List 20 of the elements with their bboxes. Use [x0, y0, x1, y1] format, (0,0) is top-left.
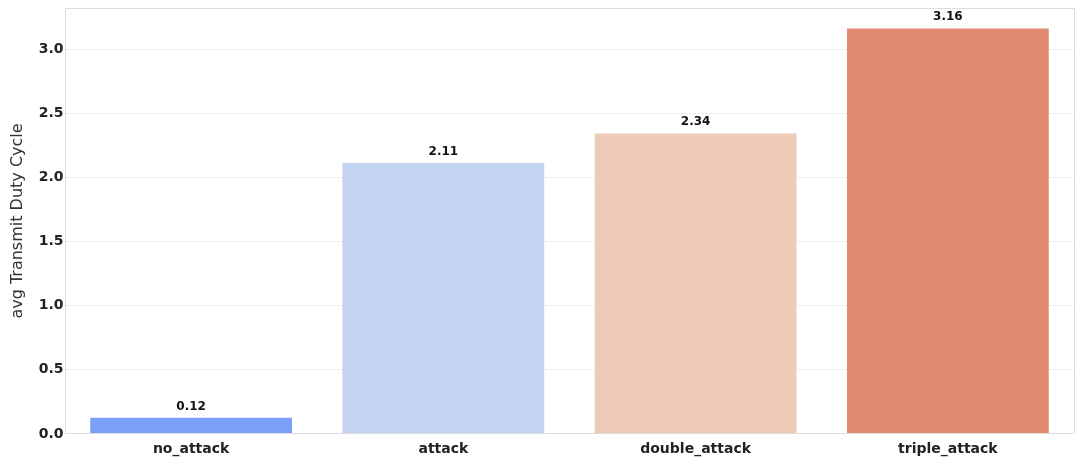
y-tick-label: 1.5	[38, 232, 64, 249]
bar	[90, 417, 293, 433]
y-axis-title: avg Transmit Duty Cycle	[6, 123, 26, 319]
bar	[594, 133, 797, 433]
y-tick-label: 0.5	[38, 360, 64, 377]
x-tick-label: triple_attack	[898, 439, 999, 457]
data-label: 3.16	[933, 9, 963, 24]
y-tick-label: 3.0	[38, 40, 64, 57]
y-tick-label: 0.0	[38, 424, 64, 441]
data-label: 0.12	[176, 398, 206, 413]
bar	[846, 28, 1049, 433]
bar	[342, 162, 545, 433]
data-label: 2.34	[680, 114, 711, 129]
y-tick-label: 2.5	[38, 104, 64, 121]
y-tick-label: 1.0	[38, 296, 64, 313]
x-tick-label: no_attack	[152, 439, 231, 457]
y-tick-label: 2.0	[38, 168, 64, 185]
x-tick-label: attack	[418, 439, 470, 456]
data-label: 2.11	[428, 143, 459, 158]
x-tick-label: double_attack	[640, 439, 752, 457]
